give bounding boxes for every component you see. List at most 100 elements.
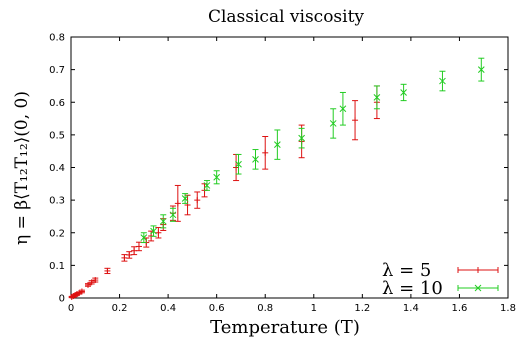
point-marker	[252, 155, 259, 163]
point-marker	[439, 77, 446, 85]
data-point	[373, 85, 381, 110]
point-marker	[135, 243, 142, 250]
legend-sample-series-2	[457, 284, 499, 292]
point-marker	[155, 229, 162, 236]
point-marker	[235, 160, 242, 168]
point-marker	[140, 234, 148, 241]
point-marker	[298, 134, 305, 142]
marker-stroke	[400, 89, 407, 96]
data-point	[439, 70, 446, 92]
point-marker	[203, 182, 211, 189]
legend: λ = 5 λ = 10	[382, 260, 499, 299]
point-marker	[104, 267, 111, 274]
marker-stroke	[339, 105, 347, 113]
data-point	[274, 129, 281, 160]
marker-stroke	[140, 234, 148, 241]
point-marker	[400, 89, 407, 96]
point-marker	[150, 227, 157, 235]
data-point	[104, 267, 111, 275]
data-point	[339, 91, 347, 126]
data-point	[213, 170, 221, 185]
data-point	[150, 225, 157, 237]
point-marker	[194, 197, 201, 204]
legend-marker	[474, 284, 482, 292]
marker-stroke	[274, 141, 281, 149]
y-tick-label: 0.3	[49, 196, 65, 207]
y-tick-label: 0.2	[49, 228, 65, 239]
y-tick-label: 0.4	[49, 163, 65, 174]
y-tick-label: 0.7	[49, 65, 65, 76]
point-marker	[78, 288, 85, 295]
data-point	[477, 57, 485, 82]
point-marker	[274, 141, 281, 149]
data-point	[181, 193, 189, 204]
data-point	[203, 180, 211, 191]
y-axis: 0 0.1 0.2 0.3 0.4 0.5 0.6 0.7 0.8	[49, 33, 508, 305]
chart-title: Classical viscosity	[208, 7, 364, 27]
marker-stroke	[159, 217, 167, 225]
x-axis-label: Temperature (T)	[210, 317, 360, 338]
marker-stroke	[298, 134, 305, 142]
point-marker	[174, 200, 181, 207]
point-marker	[262, 149, 269, 156]
data-point	[140, 232, 148, 244]
legend-sample-series-1	[457, 267, 499, 273]
point-marker	[339, 105, 347, 113]
marker-stroke	[477, 66, 485, 73]
legend-entry-series-2: λ = 10	[382, 278, 499, 299]
x-tick-label: 0.2	[112, 303, 128, 314]
point-marker	[92, 277, 99, 284]
x-tick-label: 1.6	[451, 303, 467, 314]
data-point	[298, 127, 305, 149]
y-tick-label: 0.1	[49, 261, 65, 272]
data-point	[252, 149, 259, 170]
data-point	[169, 207, 177, 222]
x-axis: 0 0.2 0.4 0.6 0.8 1 1.2 1.4 1.6 1.8	[68, 37, 516, 314]
marker-stroke	[235, 160, 242, 168]
point-marker	[84, 281, 91, 288]
series-2	[140, 57, 485, 244]
marker-stroke	[150, 227, 157, 235]
point-marker	[181, 195, 189, 202]
data-point	[159, 214, 167, 229]
x-tick-label: 1	[311, 303, 317, 314]
data-point	[135, 241, 142, 252]
marker-stroke	[373, 94, 381, 101]
y-axis-label: η = β⟨T₁₂T₁₂⟩(0, 0)	[12, 91, 32, 245]
legend-marker	[475, 267, 481, 273]
legend-label-series-2: λ = 10	[382, 278, 443, 299]
x-tick-label: 0.8	[257, 303, 273, 314]
point-marker	[159, 217, 167, 225]
y-tick-label: 0.8	[49, 33, 65, 44]
data-point	[78, 288, 85, 295]
marker-stroke	[474, 284, 482, 292]
data-point	[92, 277, 99, 284]
marker-stroke	[252, 155, 259, 163]
point-marker	[329, 120, 337, 127]
y-tick-label: 0.6	[49, 98, 65, 109]
data-point	[329, 108, 337, 139]
plot-area	[68, 57, 485, 301]
marker-stroke	[203, 182, 211, 189]
x-tick-label: 1.8	[500, 303, 516, 314]
marker-stroke	[169, 211, 177, 219]
data-point	[235, 153, 242, 175]
y-tick-label: 0	[59, 294, 65, 305]
y-tick-label: 0.5	[49, 130, 65, 141]
marker-stroke	[439, 77, 446, 85]
x-tick-label: 1.4	[403, 303, 419, 314]
point-marker	[352, 117, 359, 124]
point-marker	[373, 94, 381, 101]
data-point	[194, 191, 201, 209]
point-marker	[213, 173, 221, 181]
x-tick-label: 0.6	[209, 303, 225, 314]
x-tick-label: 0.4	[160, 303, 176, 314]
data-point	[84, 281, 91, 288]
legend-label-series-1: λ = 5	[382, 260, 431, 281]
point-marker	[477, 66, 485, 73]
data-point	[400, 83, 407, 102]
marker-stroke	[329, 120, 337, 127]
point-marker	[169, 211, 177, 219]
data-point	[262, 136, 269, 170]
